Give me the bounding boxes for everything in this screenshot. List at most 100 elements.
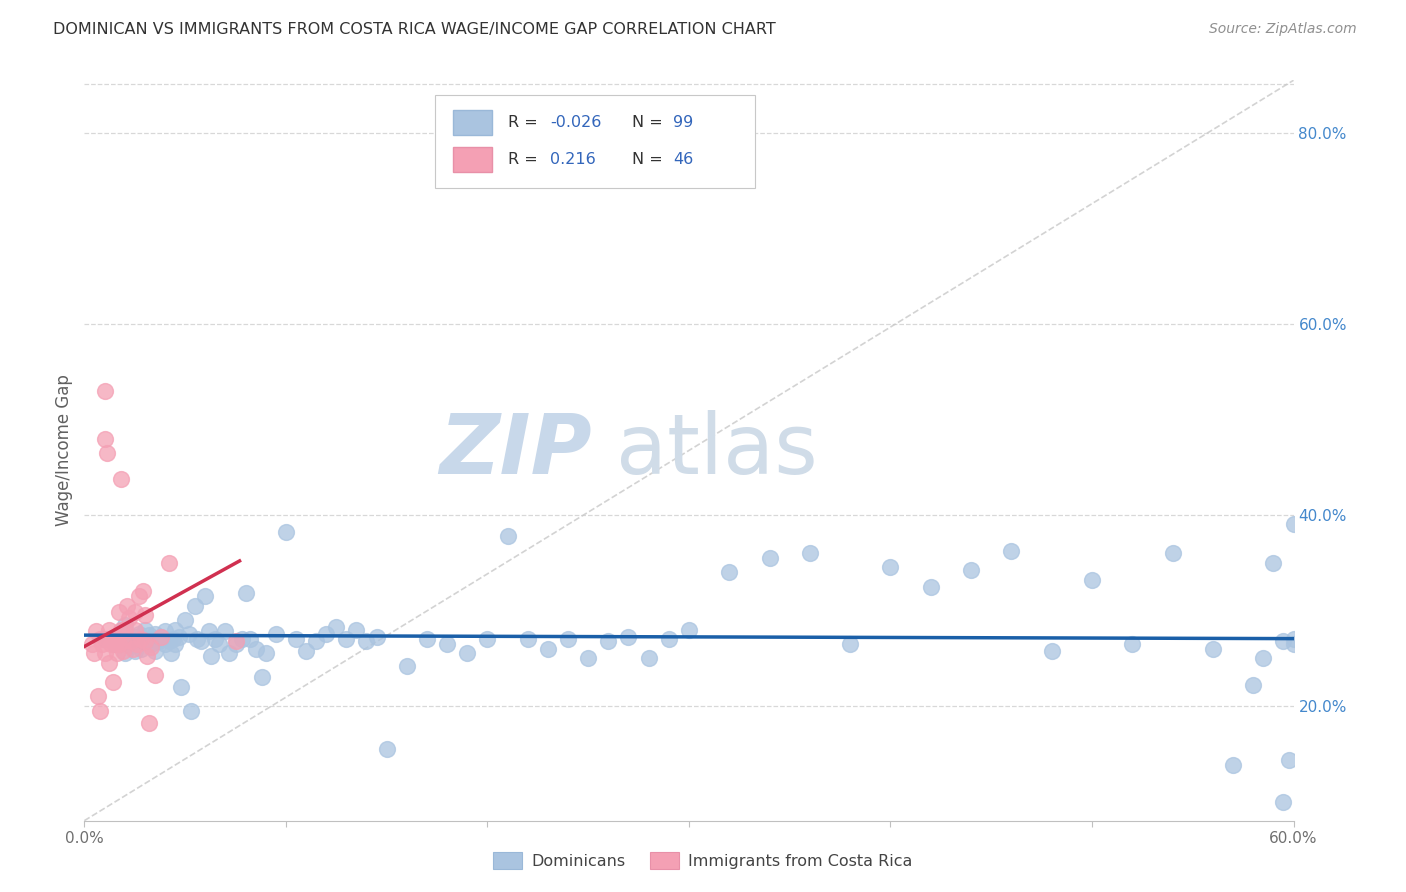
Point [204,632,226,647]
Point [208,637,231,651]
Point [93,647,115,661]
Point [114,617,136,632]
Point [128,627,150,641]
Point [134,608,156,623]
Point [97,656,120,670]
Text: Source: ZipAtlas.com: Source: ZipAtlas.com [1209,22,1357,37]
Point [93,632,115,647]
Point [557,632,579,647]
Point [718,566,741,580]
Point [157,556,180,570]
Point [231,632,253,647]
Legend: Dominicans, Immigrants from Costa Rica: Dominicans, Immigrants from Costa Rica [486,846,920,875]
Point [111,634,134,648]
Point [1202,641,1225,656]
Point [142,632,165,647]
Point [598,634,620,648]
Point [91,637,114,651]
Point [1081,573,1104,587]
Point [120,639,142,653]
Point [1040,643,1063,657]
Point [104,634,127,648]
Point [118,632,141,647]
Point [125,637,148,651]
Point [129,641,152,656]
Point [139,640,162,654]
Point [165,637,187,651]
Point [157,634,180,648]
Point [1282,637,1305,651]
Point [104,637,127,651]
Point [1263,556,1285,570]
Point [879,560,901,574]
Point [124,643,146,657]
Point [198,624,221,639]
Point [114,623,136,637]
Point [118,611,141,625]
Point [920,580,942,594]
Point [132,584,155,599]
Point [658,632,681,647]
Point [167,630,190,644]
Point [97,623,120,637]
Point [960,563,983,577]
Point [617,630,640,644]
Point [134,634,156,648]
Text: N =: N = [633,152,668,167]
Point [153,637,176,651]
FancyBboxPatch shape [453,147,492,172]
Point [335,632,357,647]
Point [93,384,115,398]
Point [82,637,104,651]
Point [89,704,111,718]
Point [496,529,519,543]
Point [143,627,166,641]
FancyBboxPatch shape [434,95,755,187]
Point [225,637,247,651]
Point [1278,754,1301,768]
Text: ZIP: ZIP [440,410,592,491]
Point [110,624,132,639]
Point [194,589,217,603]
Point [124,623,146,637]
Point [138,716,160,731]
Point [395,659,418,673]
Point [87,690,110,704]
Point [124,606,146,620]
Text: R =: R = [508,115,543,130]
Point [138,628,160,642]
Point [264,627,287,641]
Point [162,632,184,647]
Point [1161,546,1184,560]
Point [153,624,176,639]
Point [134,623,156,637]
Point [190,634,212,648]
Point [250,670,273,684]
Text: 99: 99 [673,115,693,130]
Point [799,546,821,560]
Point [121,641,143,656]
Point [456,647,478,661]
Point [315,627,337,641]
Point [416,632,439,647]
Point [576,651,599,665]
Text: 46: 46 [673,152,693,167]
Point [537,641,560,656]
Point [356,634,378,648]
Point [305,634,328,648]
Point [295,643,318,657]
Point [179,627,201,641]
Point [170,680,193,694]
Point [160,647,183,661]
Point [1222,758,1244,772]
Point [1241,678,1264,692]
Point [134,634,156,648]
Y-axis label: Wage/Income Gap: Wage/Income Gap [55,375,73,526]
Text: DOMINICAN VS IMMIGRANTS FROM COSTA RICA WAGE/INCOME GAP CORRELATION CHART: DOMINICAN VS IMMIGRANTS FROM COSTA RICA … [53,22,776,37]
Point [110,623,132,637]
Point [105,647,128,661]
Point [1000,544,1022,558]
Point [200,649,222,664]
Point [184,599,207,613]
Text: -0.026: -0.026 [550,115,602,130]
